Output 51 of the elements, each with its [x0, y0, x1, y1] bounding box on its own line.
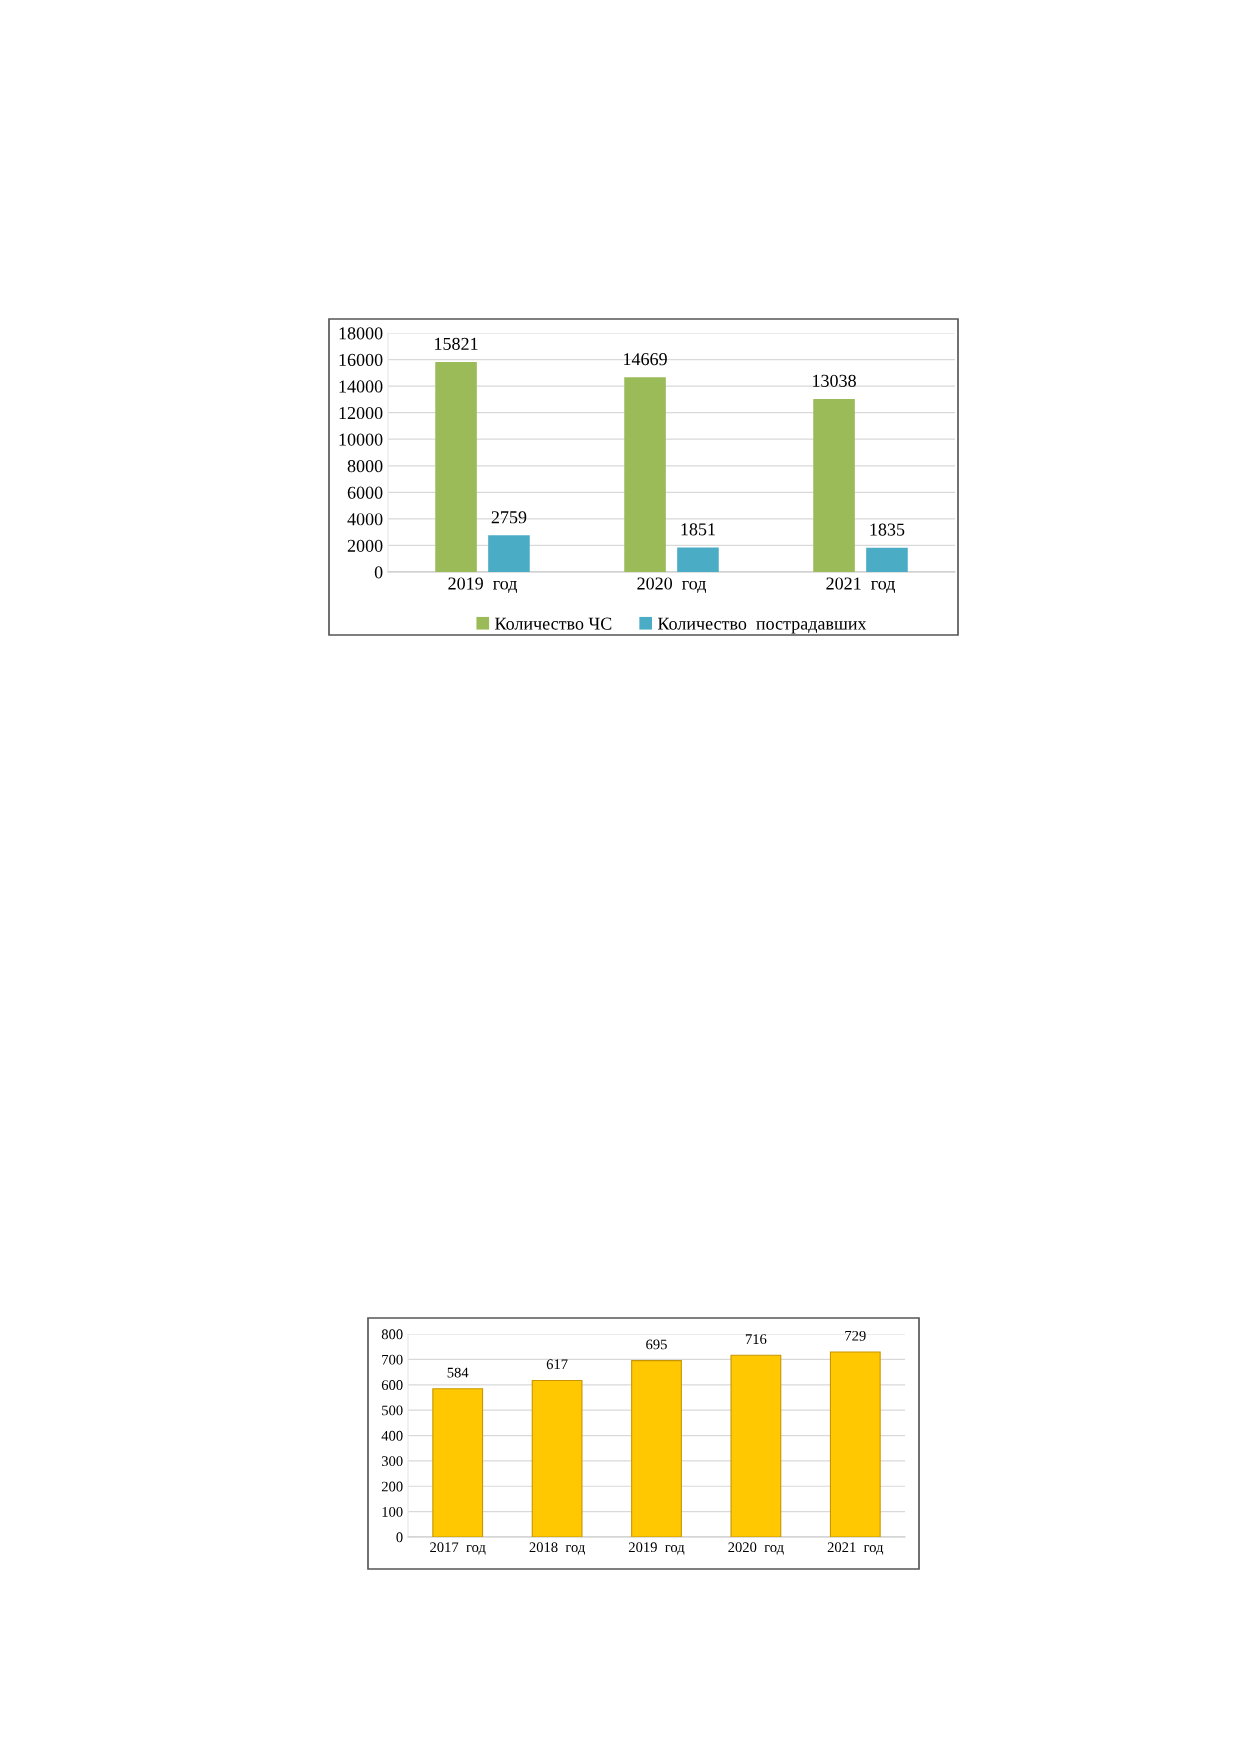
data-label: 695: [646, 1339, 667, 1350]
x-tick-label: 2020 год: [728, 1542, 784, 1555]
y-tick-label: 8000: [347, 460, 383, 473]
y-tick-label: 200: [381, 1481, 403, 1492]
y-tick-label: 6000: [347, 486, 383, 499]
bar: [531, 1379, 583, 1537]
y-tick-label: 0: [396, 1532, 403, 1543]
x-tick-label: 2020 год: [637, 577, 706, 593]
bar: [866, 547, 908, 572]
y-tick-label: 16000: [339, 353, 383, 366]
data-label: 2759: [491, 511, 527, 524]
y-tick-label: 10000: [339, 433, 383, 446]
data-label: 729: [845, 1330, 866, 1341]
x-tick-label: 2021 год: [827, 1542, 884, 1555]
y-tick-label: 12000: [339, 406, 383, 420]
legend-label: Количество пострадавших: [657, 617, 867, 634]
y-tick-label: 300: [381, 1456, 403, 1467]
y-tick-label: 2000: [347, 539, 383, 552]
bar: [813, 398, 855, 572]
data-label: 617: [546, 1359, 568, 1370]
data-label: 14669: [624, 353, 667, 366]
y-tick-label: 800: [381, 1329, 403, 1340]
y-tick-label: 0: [374, 566, 383, 579]
data-label: 1835: [870, 523, 905, 536]
data-label: 13038: [813, 374, 856, 387]
x-tick-label: 2021 год: [826, 577, 895, 593]
x-tick-label: 2018 год: [529, 1542, 585, 1555]
y-tick-label: 14000: [339, 380, 383, 393]
bar: [829, 1351, 881, 1537]
data-label: 1851: [681, 523, 715, 536]
legend-label: Количество ЧС: [495, 617, 612, 630]
y-tick-label: 500: [382, 1405, 403, 1416]
y-tick-label: 18000: [339, 327, 383, 340]
y-tick-label: 4000: [347, 513, 383, 526]
x-tick-label: 2019 год: [628, 1542, 685, 1555]
data-label: 716: [745, 1334, 767, 1345]
y-tick-label: 400: [381, 1430, 403, 1441]
bar: [432, 1388, 484, 1537]
y-tick-label: 100: [382, 1506, 403, 1517]
x-tick-label: 2019 год: [448, 577, 517, 593]
x-tick-label: 2017 год: [430, 1542, 486, 1555]
data-label: 584: [447, 1367, 469, 1378]
bar: [730, 1354, 782, 1537]
y-tick-label: 600: [381, 1380, 403, 1390]
bar: [631, 1360, 682, 1537]
bar: [488, 535, 530, 572]
bar: [435, 361, 477, 572]
bar: [624, 377, 666, 572]
bar: [677, 547, 719, 572]
data-label: 15821: [435, 337, 478, 350]
y-tick-label: 700: [382, 1354, 403, 1365]
